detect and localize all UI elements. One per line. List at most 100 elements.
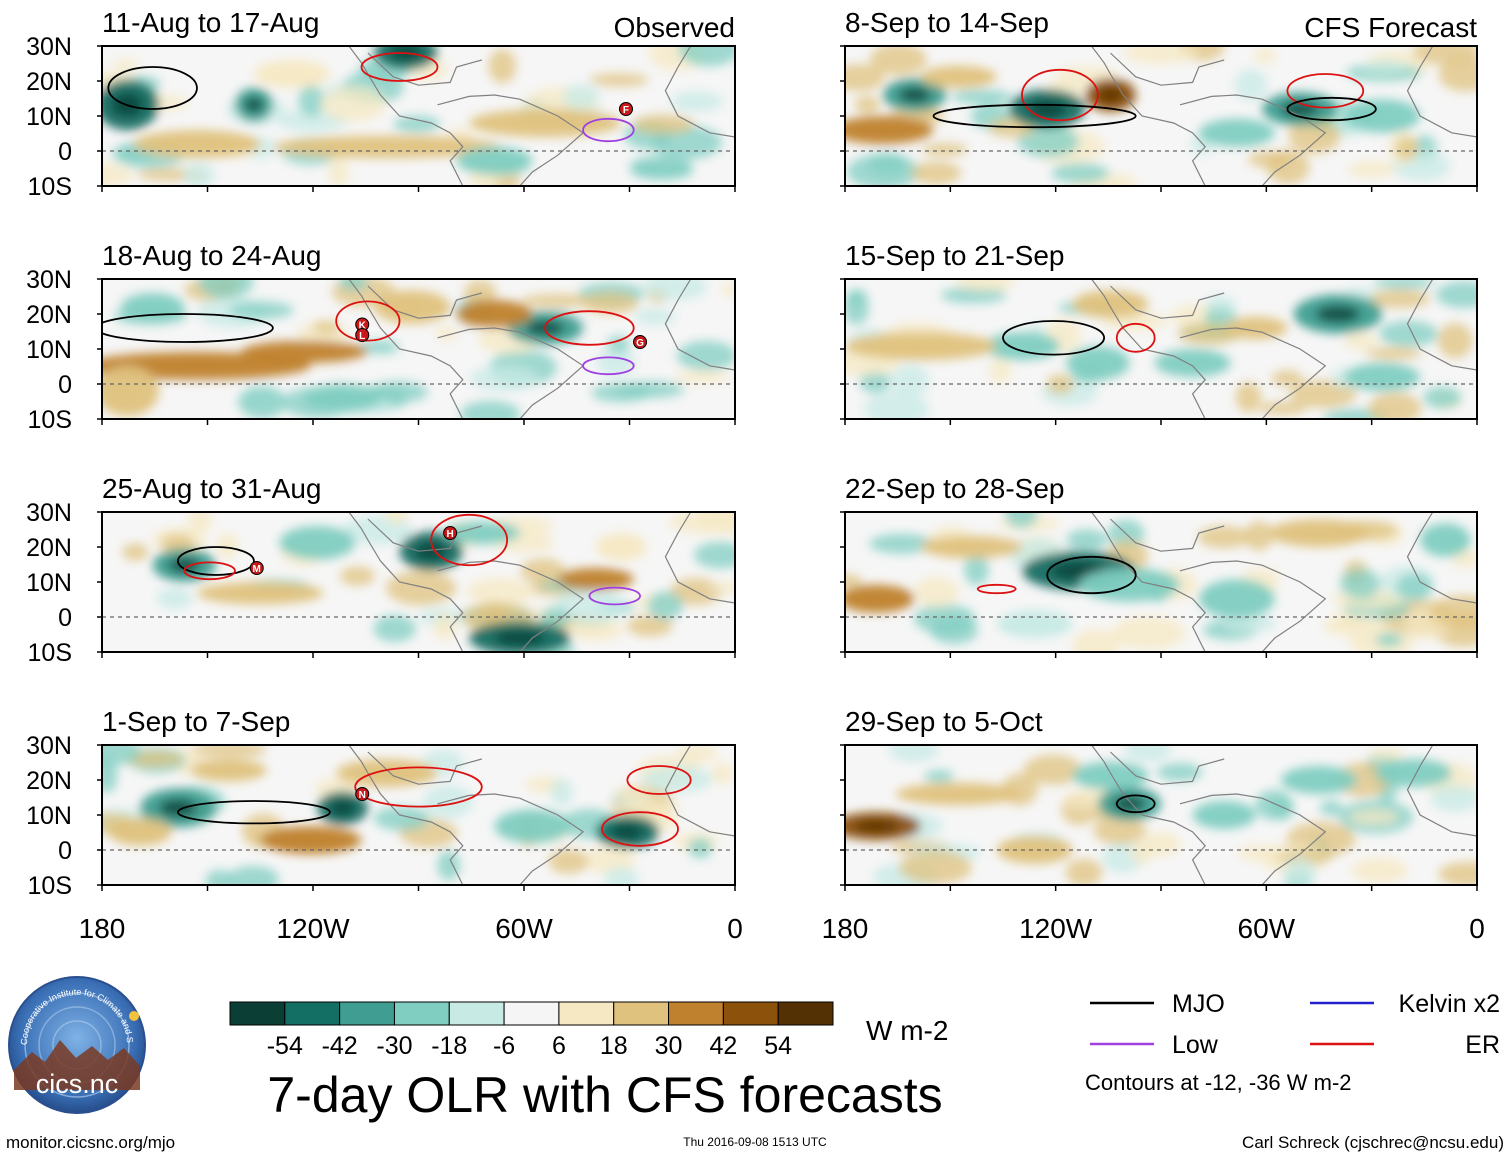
olr-anomaly-patch <box>368 381 428 403</box>
map-panel: 22-Sep to 28-Sep <box>840 473 1478 658</box>
olr-anomaly-patch <box>182 162 215 186</box>
lat-tick-label: 20N <box>26 534 72 562</box>
coastline <box>367 751 482 785</box>
wave-contour <box>360 52 439 82</box>
olr-anomaly-patch <box>304 384 381 412</box>
lon-tick-label: 120W <box>276 913 350 944</box>
lat-tick-label: 10S <box>28 406 72 434</box>
olr-anomaly-patch <box>1072 761 1149 790</box>
olr-anomaly-patch <box>1423 386 1462 409</box>
olr-anomaly-patch <box>279 526 356 560</box>
colorbar-label: 6 <box>552 1032 566 1060</box>
coastline <box>1406 745 1477 837</box>
olr-anomaly-patch <box>320 86 386 122</box>
storm-letter: G <box>636 338 644 349</box>
olr-anomaly-patch <box>1253 47 1277 64</box>
legend-label: MJO <box>1172 990 1225 1018</box>
map-panel: F 11-Aug to 17-Aug <box>97 7 736 192</box>
olr-anomaly-patch <box>1288 118 1341 154</box>
olr-anomaly-patch <box>603 867 639 885</box>
olr-anomaly-patch <box>694 541 735 569</box>
panel-title: 11-Aug to 17-Aug <box>102 7 319 38</box>
coastline <box>664 46 735 138</box>
olr-anomaly-patch <box>520 293 595 308</box>
olr-anomaly-patch <box>1197 525 1251 549</box>
panel-title: 1-Sep to 7-Sep <box>102 706 290 737</box>
olr-anomaly-patch <box>494 809 571 843</box>
legend-label: ER <box>1465 1031 1500 1059</box>
map-panel: KL G 18-Aug to 24-Aug <box>97 240 736 425</box>
map-panel: 29-Sep to 5-Oct <box>840 706 1478 891</box>
olr-anomaly-patch <box>711 762 734 785</box>
lon-tick-label: 0 <box>1469 913 1485 944</box>
olr-anomaly-patch <box>1204 296 1236 312</box>
coastline <box>1406 279 1477 371</box>
wave-contour <box>626 765 692 795</box>
colorbar-swatch <box>668 1001 724 1026</box>
olr-anomaly-patch <box>647 591 684 620</box>
colorbar-label: 42 <box>709 1032 737 1060</box>
olr-anomaly-patch <box>520 558 566 584</box>
olr-anomaly-patch <box>1283 856 1316 885</box>
lon-tick-label: 180 <box>822 913 869 944</box>
panel-title: 25-Aug to 31-Aug <box>102 473 322 504</box>
olr-anomaly-core <box>158 799 197 817</box>
olr-anomaly-patch <box>890 364 930 396</box>
olr-anomaly-patch <box>1224 316 1288 340</box>
olr-anomaly-core <box>244 97 264 113</box>
coastline <box>1179 327 1327 419</box>
coastline <box>437 560 585 652</box>
lat-tick-label: 0 <box>58 138 72 166</box>
olr-anomaly-patch <box>1344 363 1421 391</box>
lat-tick-label: 10N <box>26 802 72 830</box>
olr-anomaly-patch <box>1436 281 1477 309</box>
olr-anomaly-patch <box>869 152 907 175</box>
olr-anomaly-patch <box>336 759 438 787</box>
legend: MJO Kelvin x2 Low ER <box>1090 990 1500 1059</box>
storm-letter: L <box>359 331 365 342</box>
lat-tick-label: 30N <box>26 499 72 527</box>
coastline <box>437 327 585 419</box>
olr-anomaly-patch <box>1339 568 1381 599</box>
olr-anomaly-patch <box>920 535 1022 559</box>
panel-title: 18-Aug to 24-Aug <box>102 240 322 271</box>
contour-note: Contours at -12, -36 W m-2 <box>1085 1070 1352 1095</box>
lat-tick-label: 30N <box>26 33 72 61</box>
coastline <box>437 94 585 186</box>
coastline <box>1091 512 1207 652</box>
wave-contour <box>976 583 1017 595</box>
olr-anomaly-patch <box>102 758 118 794</box>
figure-title: 7-day OLR with CFS forecasts <box>267 1067 942 1123</box>
wave-contour <box>1115 322 1156 353</box>
olr-anomaly-patch <box>460 400 521 419</box>
olr-anomaly-patch <box>869 533 934 554</box>
wave-contour <box>1286 96 1377 122</box>
olr-anomaly-patch <box>328 154 349 186</box>
olr-anomaly-patch <box>632 114 695 135</box>
olr-anomaly-patch <box>895 782 1022 806</box>
olr-anomaly-patch <box>930 617 978 645</box>
olr-anomaly-patch <box>1156 763 1203 782</box>
olr-anomaly-patch <box>642 765 713 793</box>
olr-anomaly-patch <box>469 365 539 392</box>
olr-anomaly-patch <box>298 84 325 117</box>
olr-anomaly-patch <box>678 46 735 67</box>
coastline <box>367 52 482 86</box>
olr-anomaly-patch <box>996 836 1073 864</box>
olr-anomaly-patch <box>1066 529 1108 551</box>
olr-anomaly-patch <box>241 340 368 363</box>
olr-anomaly-patch <box>921 143 968 156</box>
olr-anomaly-patch <box>102 745 141 767</box>
olr-anomaly-patch <box>1366 347 1422 360</box>
units-label: W m-2 <box>866 1015 948 1046</box>
olr-anomaly-patch <box>1234 69 1268 102</box>
olr-anomaly-patch <box>1065 858 1103 885</box>
olr-anomaly-patch <box>1344 332 1378 351</box>
colorbar: -54 -42 -30 -18 -6 6 18 30 42 54 <box>229 1001 834 1060</box>
coastline <box>1091 745 1207 885</box>
olr-anomaly-patch <box>1395 136 1419 160</box>
olr-anomaly-patch <box>643 279 708 301</box>
lat-tick-label: 20N <box>26 767 72 795</box>
olr-anomaly-patch <box>625 799 682 815</box>
olr-anomaly-patch <box>108 817 172 846</box>
